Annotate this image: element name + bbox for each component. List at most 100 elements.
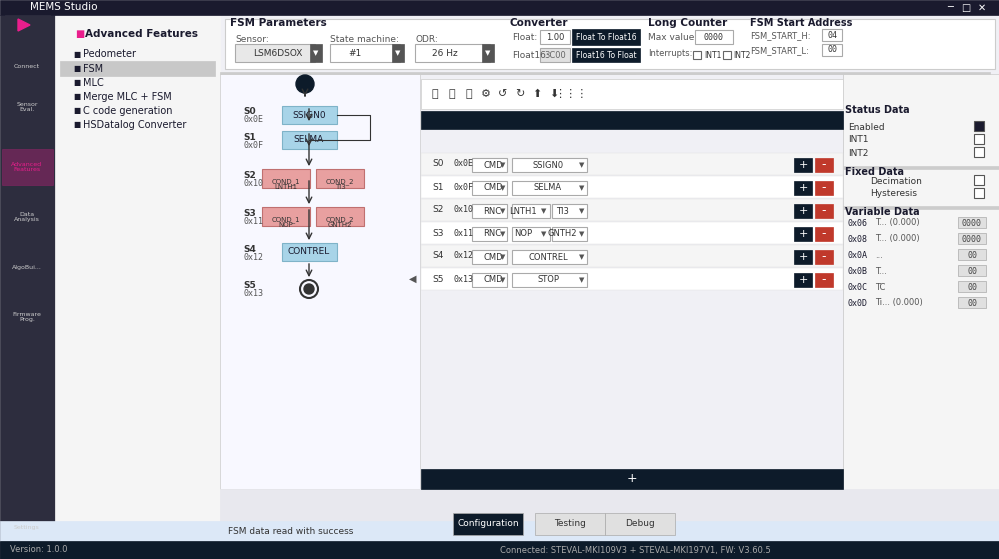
Text: Enabled: Enabled (848, 122, 885, 131)
Text: CMD: CMD (483, 160, 502, 169)
Bar (421, 199, 843, 221)
Text: ▼: ▼ (579, 254, 584, 260)
Bar (262, 207, 310, 226)
Bar (974, 134, 984, 144)
Bar (535, 513, 605, 535)
Bar (572, 29, 640, 45)
Text: Sensor:: Sensor: (235, 35, 269, 44)
Text: Pedometer: Pedometer (83, 49, 136, 59)
Bar (794, 273, 812, 287)
Bar (415, 44, 490, 62)
Text: □: □ (961, 2, 971, 12)
Bar (421, 176, 843, 198)
Text: 0x0E: 0x0E (243, 116, 263, 125)
Text: S1: S1 (432, 182, 444, 192)
Bar (0, 15, 55, 559)
Text: T... (0.000): T... (0.000) (875, 219, 920, 228)
Text: Testing: Testing (554, 519, 586, 528)
Bar (220, 489, 999, 541)
Text: S4: S4 (243, 244, 256, 253)
Text: ▼: ▼ (500, 162, 505, 168)
Text: 0x10: 0x10 (454, 206, 474, 215)
Text: +: + (798, 183, 807, 193)
Bar (472, 227, 507, 241)
Text: ▼: ▼ (579, 162, 584, 168)
Circle shape (296, 75, 314, 93)
Text: State machine:: State machine: (330, 35, 399, 44)
Bar (843, 74, 999, 541)
Bar (974, 147, 984, 157)
Text: ▼: ▼ (486, 50, 491, 56)
Text: T...: T... (875, 267, 887, 276)
Text: +: + (798, 252, 807, 262)
Bar (974, 175, 984, 185)
Text: -: - (822, 159, 826, 172)
Bar (512, 250, 587, 264)
Bar (421, 469, 843, 489)
Text: COND_2: COND_2 (326, 178, 355, 185)
Bar (843, 206, 999, 209)
Text: 0x0F: 0x0F (454, 182, 474, 192)
Bar (220, 72, 990, 74)
Text: 04: 04 (827, 31, 837, 40)
Bar (974, 121, 984, 131)
Text: GNTH2: GNTH2 (547, 230, 576, 239)
Text: 0x0D: 0x0D (848, 299, 868, 307)
Bar (794, 227, 812, 241)
Text: MEMS Studio: MEMS Studio (30, 2, 98, 12)
Bar (235, 44, 315, 62)
Text: 00: 00 (827, 45, 837, 54)
Text: 26 Hz: 26 Hz (433, 49, 458, 58)
Text: RNC: RNC (483, 206, 501, 216)
Text: 0x0C: 0x0C (848, 282, 868, 291)
Bar (5, 15, 50, 35)
Bar (815, 273, 833, 287)
Text: ■: ■ (75, 29, 84, 39)
Text: LNTH1: LNTH1 (275, 184, 298, 190)
Bar (822, 29, 842, 41)
Text: ▼: ▼ (579, 277, 584, 283)
Text: 0000: 0000 (962, 234, 982, 244)
Bar (420, 74, 843, 489)
Bar (843, 166, 999, 169)
Bar (0, 541, 999, 559)
Bar (472, 250, 507, 264)
Bar (815, 181, 833, 195)
Text: ▼: ▼ (541, 208, 546, 214)
Bar (282, 131, 337, 149)
Text: Advanced
Features: Advanced Features (11, 162, 43, 172)
Text: Merge MLC + FSM: Merge MLC + FSM (83, 92, 172, 102)
Text: Connect: Connect (14, 64, 40, 69)
Bar (310, 44, 322, 62)
Text: +: + (798, 275, 807, 285)
Bar (605, 513, 675, 535)
Text: ...: ... (875, 250, 883, 259)
Text: -: - (822, 250, 826, 263)
Bar (794, 204, 812, 218)
Text: C code generation: C code generation (83, 106, 173, 116)
Text: MLC: MLC (83, 78, 104, 88)
Bar (472, 158, 507, 172)
Bar (794, 181, 812, 195)
Bar (958, 281, 986, 292)
Text: ▼: ▼ (579, 185, 584, 191)
Text: S1: S1 (243, 132, 256, 141)
Text: GNTH2: GNTH2 (328, 222, 353, 228)
Text: 0x10: 0x10 (243, 178, 263, 187)
Bar (472, 204, 507, 218)
Bar (794, 250, 812, 264)
Bar (695, 30, 733, 44)
Text: 📂: 📂 (466, 89, 473, 99)
Bar (723, 51, 731, 59)
Text: +: + (798, 229, 807, 239)
Bar (815, 158, 833, 172)
Bar (958, 249, 986, 260)
Text: INT1: INT1 (848, 135, 868, 144)
Text: FSM Start Address: FSM Start Address (750, 18, 852, 28)
Text: TC: TC (875, 282, 885, 291)
Text: Interrupts:: Interrupts: (648, 50, 692, 59)
Text: S3: S3 (243, 209, 256, 217)
Bar (2, 49, 53, 85)
Text: LNTH1: LNTH1 (509, 206, 536, 216)
Bar (316, 207, 364, 226)
